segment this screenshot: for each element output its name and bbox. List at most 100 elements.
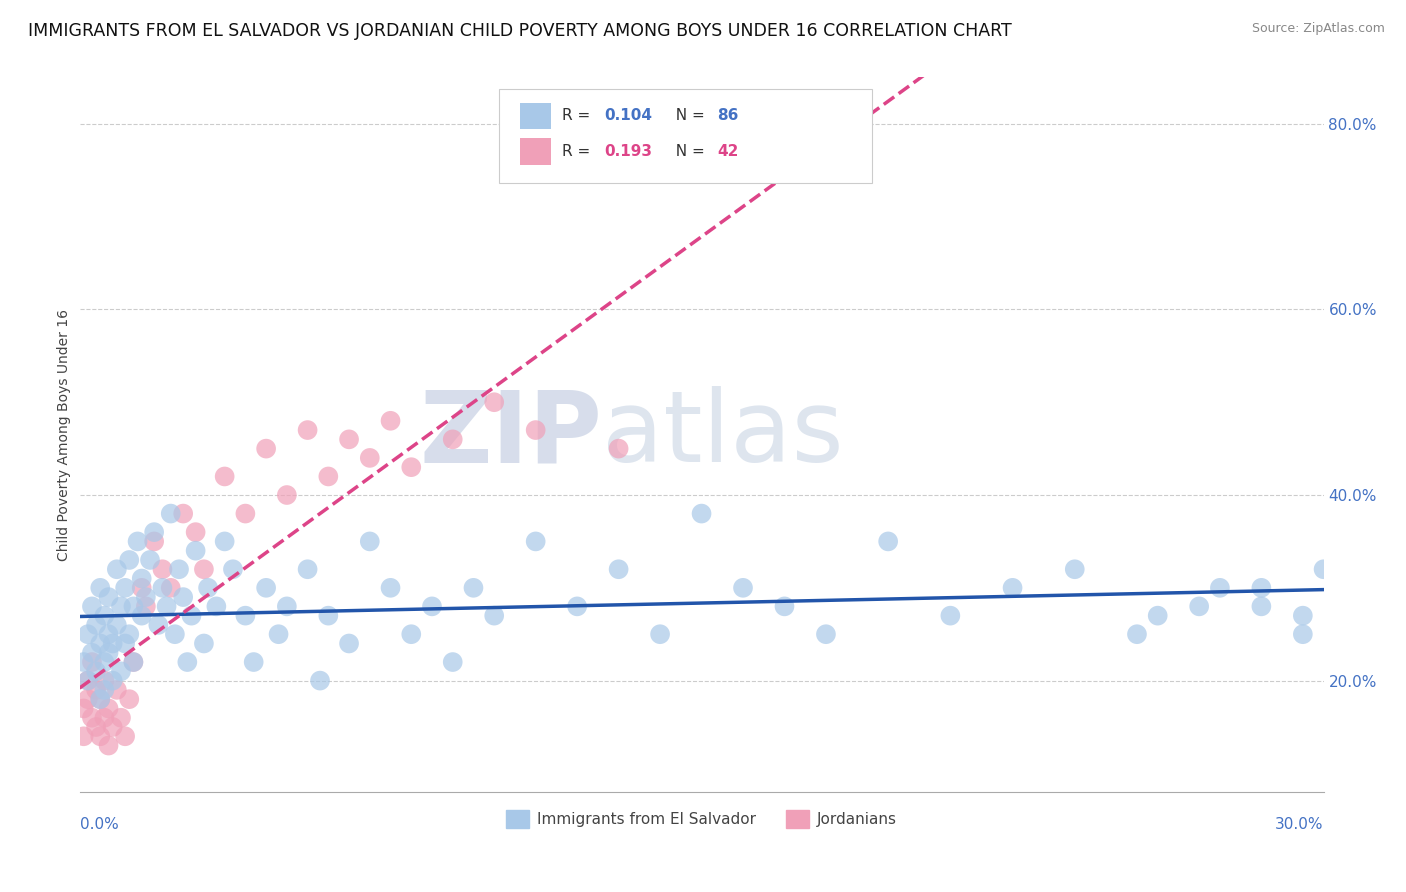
Point: [359, 534, 381, 549]
Y-axis label: Child Poverty Among Boys Under 16: Child Poverty Among Boys Under 16: [58, 309, 72, 561]
Point: [297, 562, 319, 576]
Point: [205, 599, 228, 614]
Point: [114, 636, 136, 650]
Point: [401, 460, 423, 475]
Point: [318, 608, 340, 623]
Point: [139, 553, 162, 567]
Point: [1292, 627, 1315, 641]
Text: N =: N =: [666, 145, 710, 159]
Point: [172, 590, 194, 604]
Text: 0.104: 0.104: [605, 109, 652, 123]
Point: [122, 599, 145, 614]
Point: [380, 581, 402, 595]
Point: [97, 739, 120, 753]
Point: [565, 599, 588, 614]
Point: [152, 581, 174, 595]
Point: [97, 590, 120, 604]
Point: [1146, 608, 1168, 623]
Point: [607, 562, 630, 576]
Point: [297, 423, 319, 437]
Point: [101, 720, 124, 734]
Point: [193, 636, 215, 650]
Point: [114, 581, 136, 595]
Point: [1209, 581, 1232, 595]
Point: [193, 562, 215, 576]
Point: [167, 562, 190, 576]
Point: [131, 608, 153, 623]
Point: [159, 507, 181, 521]
Point: [877, 534, 900, 549]
Point: [118, 553, 141, 567]
Text: ZIP: ZIP: [419, 386, 602, 483]
Point: [163, 627, 186, 641]
Point: [1126, 627, 1149, 641]
Point: [155, 599, 177, 614]
Point: [276, 599, 298, 614]
Point: [73, 701, 96, 715]
Point: [105, 682, 128, 697]
Point: [110, 711, 132, 725]
Point: [267, 627, 290, 641]
Text: N =: N =: [666, 109, 710, 123]
Point: [1250, 599, 1272, 614]
Point: [93, 682, 115, 697]
Point: [1001, 581, 1024, 595]
Point: [359, 450, 381, 465]
Point: [731, 581, 754, 595]
Point: [93, 673, 115, 688]
Text: 86: 86: [717, 109, 738, 123]
Point: [309, 673, 332, 688]
Point: [1250, 581, 1272, 595]
Point: [84, 682, 107, 697]
Point: [89, 692, 111, 706]
Point: [524, 534, 547, 549]
Point: [337, 433, 360, 447]
Text: 30.0%: 30.0%: [1275, 817, 1323, 832]
Point: [1312, 562, 1334, 576]
Point: [172, 507, 194, 521]
Point: [143, 525, 166, 540]
Point: [184, 525, 207, 540]
Point: [152, 562, 174, 576]
Point: [337, 636, 360, 650]
Point: [118, 627, 141, 641]
Point: [441, 655, 464, 669]
Point: [607, 442, 630, 456]
Point: [420, 599, 443, 614]
Point: [97, 627, 120, 641]
Point: [463, 581, 485, 595]
Point: [242, 655, 264, 669]
Point: [93, 711, 115, 725]
Point: [122, 655, 145, 669]
Point: [89, 581, 111, 595]
Point: [84, 720, 107, 734]
Text: 0.0%: 0.0%: [80, 817, 118, 832]
Point: [690, 507, 713, 521]
Point: [76, 627, 98, 641]
Point: [73, 729, 96, 743]
Point: [184, 543, 207, 558]
Point: [143, 534, 166, 549]
Point: [93, 655, 115, 669]
Point: [159, 581, 181, 595]
Point: [214, 469, 236, 483]
Point: [254, 581, 277, 595]
Point: [101, 673, 124, 688]
Point: [84, 618, 107, 632]
Point: [235, 507, 257, 521]
Point: [254, 442, 277, 456]
Point: [76, 692, 98, 706]
Point: [1063, 562, 1085, 576]
Point: [76, 673, 98, 688]
Point: [105, 618, 128, 632]
Point: [276, 488, 298, 502]
Point: [1188, 599, 1211, 614]
Text: IMMIGRANTS FROM EL SALVADOR VS JORDANIAN CHILD POVERTY AMONG BOYS UNDER 16 CORRE: IMMIGRANTS FROM EL SALVADOR VS JORDANIAN…: [28, 22, 1012, 40]
Point: [84, 665, 107, 679]
Point: [814, 627, 837, 641]
Point: [1292, 608, 1315, 623]
Point: [441, 433, 464, 447]
Point: [773, 599, 796, 614]
Point: [101, 636, 124, 650]
Point: [214, 534, 236, 549]
